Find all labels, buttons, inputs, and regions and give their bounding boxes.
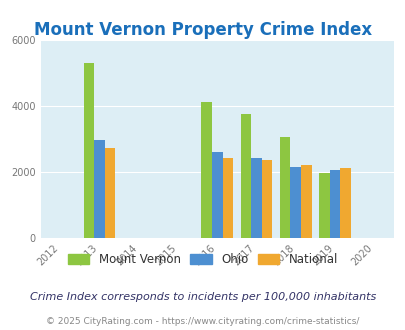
Bar [339, 168, 350, 238]
Bar [222, 158, 232, 238]
Text: © 2025 CityRating.com - https://www.cityrating.com/crime-statistics/: © 2025 CityRating.com - https://www.city… [46, 317, 359, 326]
Text: Crime Index corresponds to incidents per 100,000 inhabitants: Crime Index corresponds to incidents per… [30, 292, 375, 302]
Bar [300, 165, 311, 238]
Bar [211, 152, 222, 238]
Bar [83, 63, 94, 238]
Bar [251, 158, 261, 238]
Bar [290, 167, 300, 238]
Bar [94, 140, 104, 238]
Bar [104, 148, 115, 238]
Bar [201, 102, 211, 238]
Text: Mount Vernon Property Crime Index: Mount Vernon Property Crime Index [34, 21, 371, 40]
Legend: Mount Vernon, Ohio, National: Mount Vernon, Ohio, National [63, 248, 342, 271]
Bar [279, 137, 290, 238]
Bar [318, 173, 329, 238]
Bar [329, 170, 339, 238]
Bar [240, 114, 251, 238]
Bar [261, 160, 272, 238]
